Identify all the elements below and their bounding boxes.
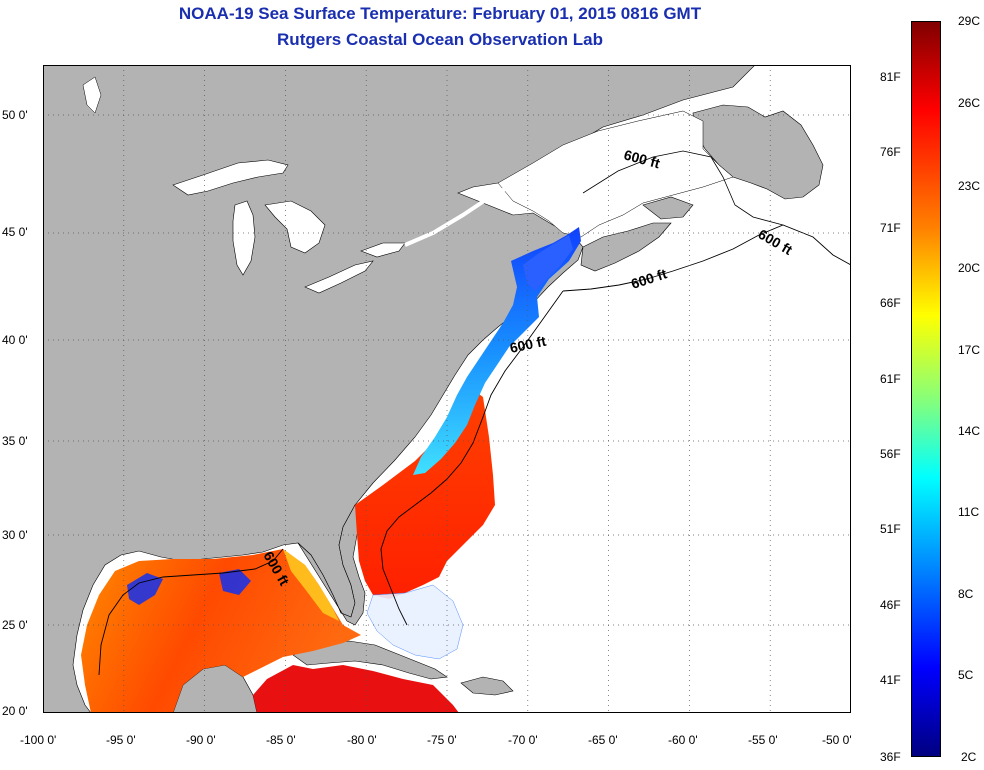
lake-huron bbox=[264, 200, 326, 254]
lon-label: -65 0' bbox=[588, 733, 618, 747]
sst-shelf-cold bbox=[413, 227, 581, 475]
land-cuba bbox=[292, 640, 448, 680]
colorbar-fahrenheit-label: 61F bbox=[880, 372, 901, 386]
isobath-600ft bbox=[98, 224, 851, 676]
lon-label: -100 0' bbox=[20, 733, 57, 747]
lat-label: 30 0' bbox=[2, 528, 28, 542]
colorbar-fahrenheit-label: 66F bbox=[880, 296, 901, 310]
lake-ontario bbox=[360, 242, 406, 258]
isobath-600ft-north bbox=[582, 150, 784, 226]
lat-label: 40 0' bbox=[2, 333, 28, 347]
colorbar-celsius-label: 5C bbox=[958, 668, 974, 682]
lat-label: 35 0' bbox=[2, 434, 28, 448]
sst-atlantic-scatter bbox=[366, 584, 464, 660]
colorbar-celsius-label: 26C bbox=[958, 96, 981, 110]
land-nova-scotia bbox=[580, 222, 672, 272]
gulf-of-st-lawrence bbox=[497, 110, 734, 238]
sst-gulf-stream bbox=[355, 391, 495, 599]
colorbar-gradient bbox=[911, 21, 941, 757]
colorbar-celsius-label: 11C bbox=[958, 505, 980, 519]
sst-gulf-of-maine bbox=[523, 235, 573, 291]
lat-label: 20 0' bbox=[2, 704, 28, 718]
map-title: NOAA-19 Sea Surface Temperature: Februar… bbox=[178, 4, 702, 23]
isobath-label: 600 ft bbox=[508, 333, 547, 356]
colorbar-celsius-label: 23C bbox=[958, 179, 981, 193]
colorbar-celsius-label: 20C bbox=[958, 261, 981, 275]
colorbar-fahrenheit-label: 56F bbox=[880, 447, 901, 461]
colorbar-fahrenheit-label: 81F bbox=[880, 70, 901, 84]
lon-label: -55 0' bbox=[748, 733, 778, 747]
lon-label: -90 0' bbox=[186, 733, 216, 747]
land-cape-breton bbox=[642, 196, 694, 220]
colorbar-celsius-label: 8C bbox=[958, 587, 974, 601]
land-hispaniola bbox=[460, 676, 514, 696]
lake-winnipeg bbox=[82, 76, 102, 114]
colorbar-celsius-label: 17C bbox=[958, 343, 981, 357]
lake-superior bbox=[172, 159, 289, 196]
lon-label: -95 0' bbox=[106, 733, 136, 747]
sst-gulf-shelf-cool bbox=[283, 549, 339, 621]
lat-label: 25 0' bbox=[2, 618, 28, 632]
lat-label: 50 0' bbox=[2, 108, 28, 122]
land-north-america bbox=[43, 65, 756, 713]
colorbar-fahrenheit-label: 76F bbox=[880, 145, 901, 159]
map-subtitle: Rutgers Coastal Ocean Observation Lab bbox=[277, 30, 603, 49]
lake-erie bbox=[304, 260, 374, 294]
lon-label: -50 0' bbox=[822, 733, 852, 747]
colorbar-fahrenheit-label: 46F bbox=[880, 598, 901, 612]
lon-label: -60 0' bbox=[668, 733, 698, 747]
colorbar-bottom-celsius: 2C bbox=[961, 750, 977, 764]
sst-caribbean bbox=[253, 665, 459, 713]
map-frame bbox=[43, 65, 851, 713]
lon-label: -70 0' bbox=[508, 733, 538, 747]
colorbar-bottom-fahrenheit: 36F bbox=[880, 750, 901, 764]
sst-map: 600 ft 600 ft 600 ft 600 ft 600 ft bbox=[43, 65, 851, 713]
colorbar-fahrenheit-label: 71F bbox=[880, 221, 901, 235]
colorbar-fahrenheit-label: 51F bbox=[880, 522, 901, 536]
colorbar-celsius-label: 14C bbox=[958, 424, 981, 438]
st-lawrence-river bbox=[404, 183, 514, 247]
lon-label: -85 0' bbox=[266, 733, 296, 747]
map-gridlines bbox=[43, 65, 851, 713]
lake-michigan bbox=[232, 200, 256, 276]
lon-label: -75 0' bbox=[427, 733, 457, 747]
colorbar-fahrenheit-label: 41F bbox=[880, 673, 901, 687]
lat-label: 45 0' bbox=[2, 225, 28, 239]
colorbar-top-celsius: 29C bbox=[958, 14, 981, 28]
lon-label: -80 0' bbox=[347, 733, 377, 747]
